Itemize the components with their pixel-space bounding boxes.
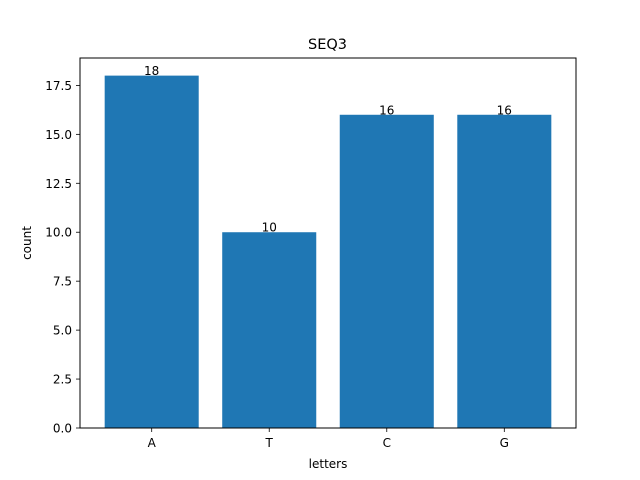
y-tick-label: 15.0 xyxy=(45,128,72,142)
data-label-A: 18 xyxy=(144,64,159,78)
x-axis-label: letters xyxy=(309,457,348,471)
bar-data-labels: 18 10 16 16 xyxy=(144,64,512,235)
y-tick-label: 0.0 xyxy=(53,422,72,436)
bar-G xyxy=(457,114,552,429)
data-label-G: 16 xyxy=(497,103,512,117)
x-tick-label-G: G xyxy=(500,436,509,450)
plot-frame xyxy=(79,57,577,429)
data-label-T: 10 xyxy=(262,221,277,235)
y-tick-label: 7.5 xyxy=(53,275,72,289)
y-axis: 0.0 2.5 5.0 7.5 10.0 12.5 15.0 17.5 xyxy=(45,79,80,436)
x-tick-label-A: A xyxy=(148,436,157,450)
y-axis-label: count xyxy=(20,226,34,260)
data-label-C: 16 xyxy=(379,103,394,117)
bar-A xyxy=(104,75,199,429)
y-tick-label: 17.5 xyxy=(45,79,72,93)
bars-group xyxy=(104,75,552,429)
y-tick-label: 2.5 xyxy=(53,373,72,387)
x-tick-label-C: C xyxy=(383,436,391,450)
chart-title: SEQ3 xyxy=(308,37,347,53)
x-tick-label-T: T xyxy=(265,436,274,450)
y-tick-label: 10.0 xyxy=(45,226,72,240)
bar-T xyxy=(222,232,317,428)
y-tick-label: 5.0 xyxy=(53,324,72,338)
bar-C xyxy=(339,114,434,429)
y-tick-label: 12.5 xyxy=(45,177,72,191)
